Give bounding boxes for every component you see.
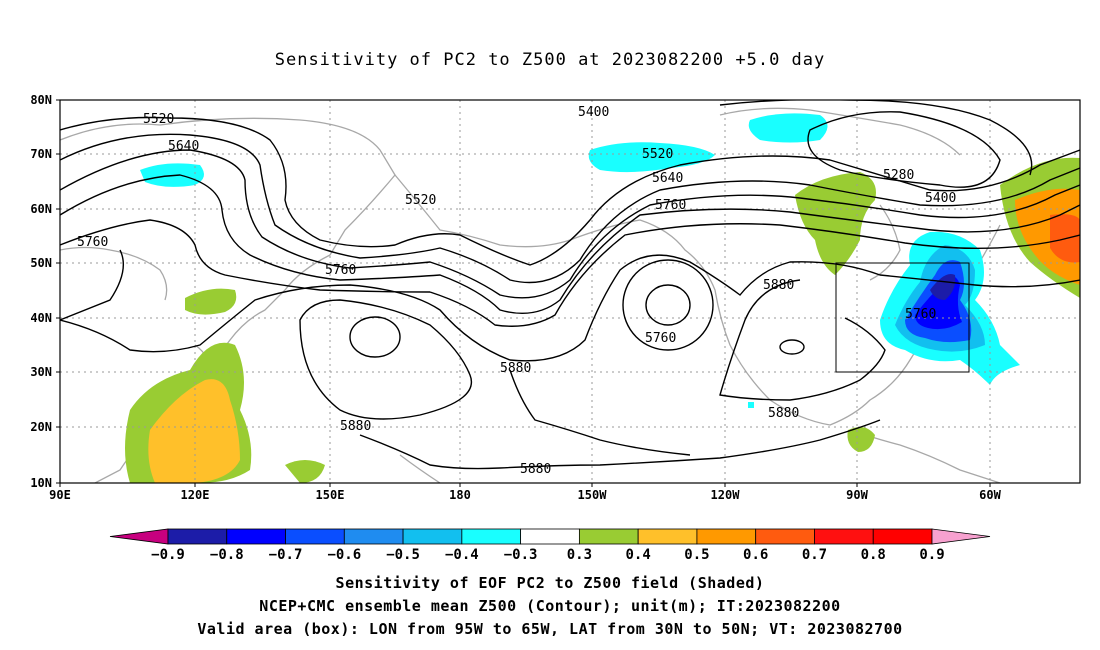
contour-label: 5280: [883, 168, 914, 183]
contour-label: 5760: [655, 198, 686, 213]
colorbar-swatch: [872, 528, 933, 545]
colorbar-swatch: [520, 528, 580, 545]
z500-contours: [60, 100, 1080, 470]
colorbar-swatch: [226, 528, 286, 545]
colorbar-label: 0.9: [919, 547, 944, 563]
colorbar-label: −0.8: [210, 547, 244, 563]
lat-tick-label: 10N: [30, 476, 52, 490]
lat-tick-label: 50N: [30, 256, 52, 270]
lat-tick-label: 70N: [30, 147, 52, 161]
contour-labels: 5520 5640 5760 5760 5520 5400 5520 5640 …: [77, 105, 956, 477]
caption-line-1: Sensitivity of EOF PC2 to Z500 field (Sh…: [335, 574, 765, 592]
tick-marks: [56, 99, 991, 487]
caption-line-3: Valid area (box): LON from 95W to 65W, L…: [197, 620, 903, 638]
colorbar-swatch: [343, 528, 404, 545]
contour-label: 5520: [143, 112, 174, 127]
contour-label: 5640: [652, 171, 683, 186]
contour-label: 5520: [642, 147, 673, 162]
contour-label: 5760: [325, 263, 356, 278]
colorbar-label: −0.6: [327, 547, 361, 563]
lat-tick-label: 60N: [30, 202, 52, 216]
contour-label: 5880: [520, 462, 551, 477]
colorbar-label: −0.9: [151, 547, 185, 563]
colorbar-label: 0.3: [567, 547, 592, 563]
colorbar-swatch: [285, 528, 345, 545]
colorbar-arrow-right: [931, 528, 991, 545]
colorbar-label: 0.7: [802, 547, 827, 563]
colorbar-swatch: [578, 528, 639, 545]
caption-line-2: NCEP+CMC ensemble mean Z500 (Contour); u…: [259, 597, 841, 615]
contour-label: 5880: [768, 406, 799, 421]
valid-area-box: [835, 262, 970, 373]
colorbar-label: 0.6: [743, 547, 768, 563]
lon-tick-label: 120E: [181, 488, 210, 502]
contour-label: 5760: [77, 235, 108, 250]
contour-label: 5880: [500, 361, 531, 376]
colorbar-label: −0.4: [445, 547, 479, 563]
contour-label: 5400: [925, 191, 956, 206]
shaded-negative: [140, 113, 1020, 408]
contour-label: 5880: [340, 419, 371, 434]
plot-title: Sensitivity of PC2 to Z500 at 2023082200…: [274, 50, 826, 70]
colorbar-label: −0.3: [504, 547, 538, 563]
contour-label: 5880: [763, 278, 794, 293]
colorbar-swatch: [402, 528, 463, 545]
colorbar-label: −0.7: [269, 547, 303, 563]
colorbar-arrow-left: [109, 528, 169, 545]
lon-tick-label: 180: [449, 488, 471, 502]
lat-tick-label: 20N: [30, 420, 52, 434]
lon-tick-label: 60W: [979, 488, 1001, 502]
lat-tick-label: 80N: [30, 93, 52, 107]
lat-tick-label: 30N: [30, 365, 52, 379]
map-plot-area: 5520 5640 5760 5760 5520 5400 5520 5640 …: [60, 100, 1080, 483]
colorbar-label: 0.8: [861, 547, 886, 563]
colorbar-swatch: [637, 528, 698, 545]
lon-tick-label: 120W: [711, 488, 741, 502]
graticule: [60, 100, 1080, 483]
lat-axis-labels: 80N 70N 60N 50N 40N 30N 20N 10N: [30, 93, 52, 490]
lon-axis-labels: 90E 120E 150E 180 150W 120W 90W 60W: [49, 488, 1001, 502]
colorbar: −0.9 −0.8 −0.7 −0.6 −0.5 −0.4 −0.3 0.3 0.4 0.5 0.6…: [109, 528, 991, 563]
lon-tick-label: 150W: [578, 488, 608, 502]
colorbar-swatch: [814, 528, 874, 545]
colorbar-label: −0.5: [386, 547, 420, 563]
colorbar-label: 0.4: [626, 547, 651, 563]
plot-frame: [59, 99, 1081, 484]
shaded-positive: [125, 157, 1080, 483]
contour-label: 5400: [578, 105, 609, 120]
contour-label: 5640: [168, 139, 199, 154]
colorbar-label: 0.5: [684, 547, 709, 563]
colorbar-swatch: [755, 528, 815, 545]
lat-tick-label: 40N: [30, 311, 52, 325]
colorbar-swatch: [461, 528, 522, 545]
lon-tick-label: 150E: [316, 488, 345, 502]
lon-tick-label: 90E: [49, 488, 71, 502]
contour-label: 5760: [905, 307, 936, 322]
colorbar-swatch: [167, 528, 228, 545]
contour-label: 5760: [645, 331, 676, 346]
contour-label: 5520: [405, 193, 436, 208]
colorbar-swatch: [696, 528, 757, 545]
lon-tick-label: 90W: [846, 488, 868, 502]
